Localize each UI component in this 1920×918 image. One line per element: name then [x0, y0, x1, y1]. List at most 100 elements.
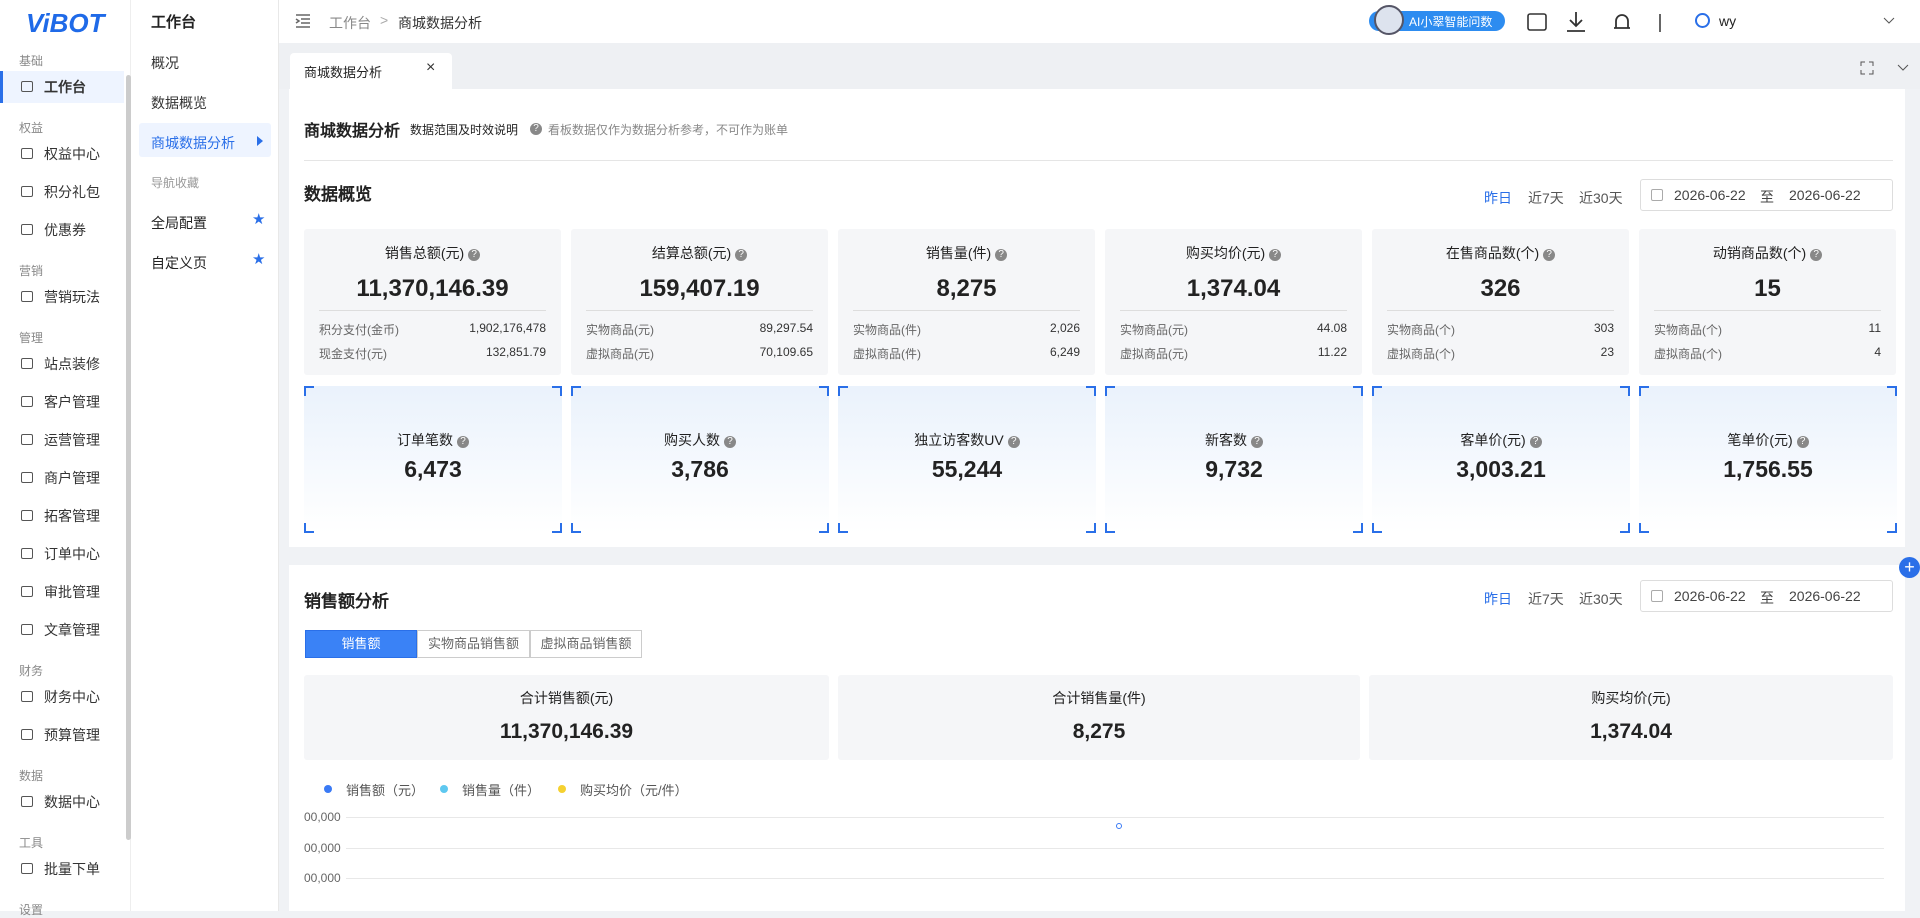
nav-item[interactable]: 拓客管理	[44, 508, 100, 524]
help-icon[interactable]: ?	[1810, 249, 1823, 261]
nav-item[interactable]: 工作台	[44, 79, 86, 95]
nav-group-title: 财务	[19, 664, 44, 678]
calendar-icon	[1651, 590, 1663, 602]
nav-item[interactable]: 积分礼包	[44, 184, 100, 200]
nav-item[interactable]: 预算管理	[44, 727, 100, 743]
summary-value: 8,275	[1072, 720, 1126, 743]
sales-tab[interactable]: 销售额	[305, 630, 417, 658]
breadcrumb[interactable]: 工作台	[329, 15, 371, 31]
collapse-icon[interactable]	[295, 13, 311, 29]
help-icon[interactable]: ?	[457, 436, 469, 448]
metric-value: 11,370,146.39	[356, 275, 509, 302]
nav-item[interactable]: 营销玩法	[44, 289, 100, 305]
range-option[interactable]: 近7天	[1528, 591, 1564, 607]
range-option[interactable]: 昨日	[1484, 190, 1512, 206]
submenu-item[interactable]: 数据概览	[151, 95, 207, 111]
submenu-active-bg	[139, 123, 271, 157]
metric-label: 购买均价(元)?	[1105, 243, 1362, 263]
float-add[interactable]: +	[1899, 557, 1920, 578]
scrollbar	[126, 75, 131, 840]
nav-item[interactable]: 订单中心	[44, 546, 100, 562]
date-range[interactable]: 2026-06-22 至 2026-06-22	[1640, 580, 1893, 612]
corner-bracket	[1372, 523, 1382, 533]
tool-icons[interactable]	[1526, 10, 1676, 34]
metric-label-text: 购买均价(元)	[1185, 245, 1266, 261]
divider	[304, 160, 1893, 161]
nav-icon	[21, 148, 33, 159]
ai-text[interactable]: AI小翠智能问数	[1409, 15, 1493, 29]
nav-item[interactable]: 优惠券	[44, 222, 86, 238]
legend-label[interactable]: 购买均价（元/件）	[580, 783, 688, 798]
nav-icon	[21, 186, 33, 197]
nav-group-title: 工具	[19, 836, 44, 850]
nav-item[interactable]: 运营管理	[44, 432, 100, 448]
nav-group-title: 数据	[19, 769, 44, 783]
sales-tab[interactable]: 虚拟商品销售额	[530, 630, 642, 658]
user-caret[interactable]	[1883, 16, 1895, 26]
kpi-box: 订单笔数? 6,473	[304, 386, 562, 533]
legend-label[interactable]: 销售量（件）	[462, 783, 541, 798]
favorite-item[interactable]: 全局配置	[151, 215, 207, 231]
nav-icon	[21, 796, 33, 807]
nav-item[interactable]: 数据中心	[44, 794, 100, 810]
summary-value: 11,370,146.39	[499, 720, 634, 743]
range-option[interactable]: 近30天	[1579, 190, 1623, 206]
row-value: 2,026	[1049, 321, 1080, 335]
date-to[interactable]: 2026-06-22	[1789, 588, 1861, 604]
row-label: 虚拟商品(元)	[1120, 347, 1188, 361]
corner-bracket	[819, 523, 829, 533]
nav-item[interactable]: 权益中心	[44, 146, 100, 162]
nav-item[interactable]: 客户管理	[44, 394, 100, 410]
nav-item[interactable]: 审批管理	[44, 584, 100, 600]
help-icon[interactable]: ?	[1796, 436, 1809, 448]
help-icon[interactable]: ?	[724, 436, 736, 448]
legend-label[interactable]: 销售额（元）	[346, 783, 425, 798]
nav-item[interactable]: 批量下单	[44, 861, 100, 877]
section-title: 销售额分析	[304, 592, 389, 611]
metric-label-text: 动销商品数(个)	[1712, 245, 1807, 261]
range-option[interactable]: 近7天	[1528, 190, 1564, 206]
help-icon[interactable]: ?	[1529, 436, 1542, 448]
tab[interactable]	[290, 53, 452, 89]
help-icon[interactable]: ?	[1007, 436, 1020, 448]
kpi-box: 笔单价(元)? 1,756.55	[1639, 386, 1897, 533]
help-icon[interactable]: ?	[1251, 436, 1263, 448]
corner-bracket	[1105, 386, 1115, 396]
date-range[interactable]: 2026-06-22 至 2026-06-22	[1640, 179, 1893, 211]
help-icon[interactable]: ?	[530, 123, 542, 135]
help-icon[interactable]: ?	[468, 249, 481, 261]
submenu-item[interactable]: 概况	[151, 55, 179, 71]
help-icon[interactable]: ?	[1543, 249, 1556, 261]
help-icon[interactable]: ?	[1269, 249, 1282, 261]
row-value: 89,297.54	[759, 321, 813, 335]
row-label: 虚拟商品(元)	[586, 347, 654, 361]
nav-item[interactable]: 财务中心	[44, 689, 100, 705]
help-icon[interactable]: ?	[995, 249, 1008, 261]
tab-label[interactable]: 商城数据分析	[304, 65, 383, 80]
grid-line	[346, 817, 1884, 818]
date-from[interactable]: 2026-06-22	[1674, 588, 1746, 604]
nav-item[interactable]: 商户管理	[44, 470, 100, 486]
metric-label-text: 销售量(件)	[925, 245, 992, 261]
range-option[interactable]: 近30天	[1579, 591, 1623, 607]
corner-bracket	[552, 386, 562, 396]
date-to[interactable]: 2026-06-22	[1789, 187, 1861, 203]
tab-tools[interactable]	[1860, 61, 1910, 75]
card-divider	[1387, 310, 1614, 311]
nav-item[interactable]: 站点装修	[44, 356, 100, 372]
favorite-star[interactable]: ★	[252, 211, 266, 228]
sales-tab[interactable]: 实物商品销售额	[417, 630, 530, 658]
help-icon[interactable]: ?	[735, 249, 748, 261]
date-from[interactable]: 2026-06-22	[1674, 187, 1746, 203]
tab-close[interactable]: ×	[426, 59, 436, 76]
range-option[interactable]: 昨日	[1484, 591, 1512, 607]
nav-icon	[21, 291, 33, 302]
favorite-star[interactable]: ★	[252, 251, 266, 268]
sidebar: ViBOT 基础 工作台 权益 权益中心 积分礼包 优惠券 营销 营销玩法 管理 站点装修 客户管理…	[0, 0, 131, 917]
row-value: 6,249	[1049, 345, 1080, 359]
submenu-item[interactable]: 商城数据分析	[151, 135, 235, 151]
nav-item[interactable]: 文章管理	[44, 622, 100, 638]
user-name[interactable]: wy	[1719, 13, 1737, 29]
favorite-item[interactable]: 自定义页	[151, 255, 207, 271]
